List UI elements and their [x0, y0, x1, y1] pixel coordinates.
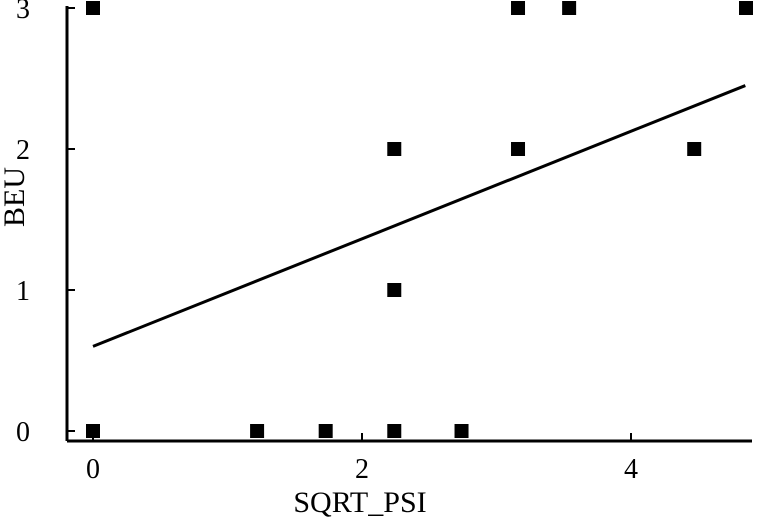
axes: [65, 6, 752, 443]
data-point: [511, 142, 526, 156]
x-axis-title: SQRT_PSI: [293, 486, 426, 519]
y-tick-label: 2: [16, 135, 30, 166]
labels-group: SQRT_PSI BEU: [0, 167, 427, 519]
data-point: [687, 142, 702, 156]
x-tick-label: 4: [624, 454, 638, 485]
x-tick-label: 0: [86, 454, 100, 485]
data-point: [387, 283, 402, 297]
x-tick-label: 2: [355, 454, 369, 485]
y-tick-label: 0: [16, 417, 30, 448]
fit-line-group: [92, 84, 746, 348]
data-point: [86, 1, 100, 15]
data-point: [250, 424, 265, 438]
ticks: 0 2 4 0 1 2 3: [16, 0, 638, 485]
data-point: [387, 142, 402, 156]
data-point: [562, 1, 577, 15]
data-point: [387, 424, 402, 438]
y-tick-label: 1: [16, 276, 30, 307]
points-group: [86, 1, 753, 438]
y-axis-title: BEU: [0, 167, 31, 227]
data-point: [511, 1, 526, 15]
data-point: [454, 424, 469, 438]
data-point: [86, 424, 100, 438]
y-tick-label: 3: [16, 0, 30, 25]
data-point: [318, 424, 333, 438]
data-point: [739, 1, 753, 15]
regression-line: [92, 84, 746, 348]
